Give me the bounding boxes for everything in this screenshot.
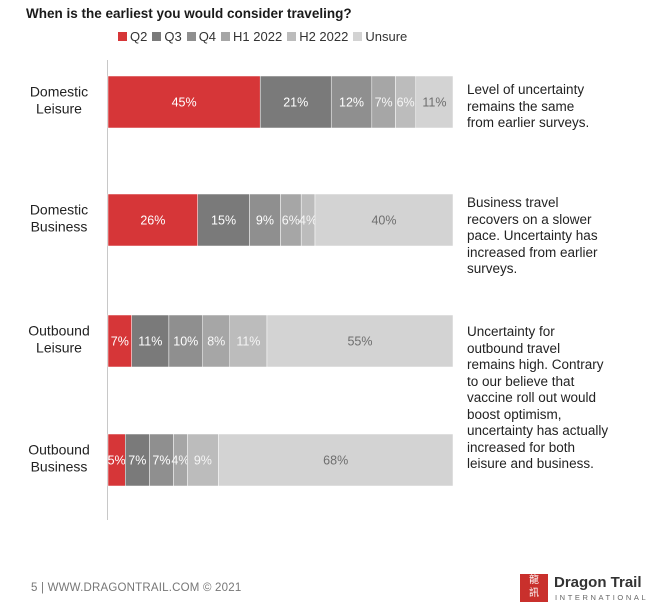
bar-segment: [202, 314, 231, 368]
bar-value-label: 10%: [173, 335, 198, 349]
bar-value-label: 7%: [111, 335, 129, 349]
legend-item-2: Q4: [186, 29, 217, 44]
bar-value-label: 4%: [171, 454, 189, 468]
bar-segment: [107, 193, 198, 247]
legend-label: Q3: [164, 29, 182, 44]
bar-value-label: 11%: [138, 335, 162, 349]
bar-value-label: 5%: [108, 454, 126, 468]
bar-segment: [187, 433, 219, 487]
bar-value-label: 11%: [236, 335, 260, 349]
category-label: Domestic: [30, 202, 88, 218]
bar-segment: [168, 314, 203, 368]
legend-item-4: H2 2022: [287, 29, 348, 44]
bar-segment: [107, 75, 261, 129]
annotation-line: uncertainty has actually: [467, 423, 609, 438]
bar-value-label: 6%: [397, 96, 415, 110]
bar-value-label: 7%: [152, 454, 170, 468]
bar-value-label: 15%: [211, 214, 236, 228]
annotation-line: Business travel: [467, 195, 559, 210]
category-label: Leisure: [36, 340, 82, 356]
bar-segment: [266, 314, 454, 368]
bar-value-label: 55%: [347, 335, 372, 349]
annotation-line: boost optimism,: [467, 406, 562, 422]
dragon-trail-logo: 龍訊 Dragon Trail INTERNATIONAL: [520, 574, 655, 606]
legend-label: Q2: [130, 29, 148, 44]
logo-mark-icon: 龍訊: [520, 574, 548, 602]
legend-item-0: Q2: [118, 29, 147, 44]
legend-swatch: [118, 32, 127, 41]
legend-label: Unsure: [365, 29, 408, 44]
annotation-line: increased for both: [467, 439, 576, 455]
footer-text: 5 | WWW.DRAGONTRAIL.COM © 2021: [31, 582, 242, 594]
bar-value-label: 6%: [282, 214, 300, 228]
legend-swatch: [221, 32, 231, 41]
bar-segment: [197, 193, 250, 247]
annotation-domestic-leisure: Level of uncertainty remains the same from…: [467, 82, 657, 132]
legend-swatch: [186, 32, 196, 41]
legend-label: H2 2022: [299, 29, 349, 44]
annotation-domestic-business: Business travel recovers on a slower pace.…: [467, 195, 657, 278]
category-label: Outbound: [28, 323, 90, 339]
annotation-line: Level of uncertainty: [467, 82, 585, 97]
legend-label: H1 2022: [233, 29, 283, 44]
bar-value-label: 26%: [140, 214, 165, 228]
annotation-line: Uncertainty for: [467, 324, 555, 339]
legend-item-3: H1 2022: [221, 29, 282, 44]
logo-subtitle: INTERNATIONAL: [555, 593, 649, 602]
annotation-line: increased from earlier: [467, 244, 598, 260]
category-label: Business: [31, 219, 88, 235]
legend-item-5: Unsure: [353, 29, 407, 44]
legend-swatch: [287, 32, 297, 41]
logo-name: Dragon Trail: [554, 574, 642, 591]
category-label: Business: [31, 459, 88, 475]
bar-segment: [229, 314, 268, 368]
category-label: Domestic: [30, 84, 88, 100]
annotation-line: remains the same: [467, 98, 575, 114]
annotation-line: recovers on a slower: [467, 211, 592, 227]
logo-mark-glyph: 訊: [529, 588, 539, 599]
annotation-outbound: Uncertainty for outbound travel remains hi…: [467, 324, 657, 473]
bar-segment: [125, 433, 150, 487]
chart-title: When is the earliest you would consider …: [26, 6, 352, 21]
category-label: Leisure: [36, 101, 82, 117]
bar-value-label: 12%: [339, 96, 364, 110]
bar-segment: [259, 75, 332, 129]
bar-value-label: 9%: [194, 454, 212, 468]
annotation-line: to our believe that: [467, 373, 575, 389]
bar-value-label: 45%: [172, 96, 197, 110]
bar-value-label: 9%: [256, 214, 274, 228]
bar-segment: [314, 193, 454, 247]
chart-legend: Q2 Q3 Q4 H1 2022 H2 2022 Unsure: [118, 29, 412, 44]
bar-value-label: 11%: [422, 96, 446, 110]
logo-mark-glyph: 龍: [529, 575, 539, 586]
bar-value-label: 40%: [371, 214, 396, 228]
category-label: Outbound: [28, 442, 90, 458]
annotation-line: pace. Uncertainty has: [467, 228, 598, 243]
bar-value-label: 7%: [375, 96, 393, 110]
annotation-line: remains high. Contrary: [467, 357, 604, 372]
legend-label: Q4: [198, 29, 217, 44]
bar-value-label: 8%: [207, 335, 225, 349]
bar-value-label: 68%: [323, 454, 348, 468]
legend-swatch: [353, 32, 363, 41]
bar-segment: [218, 433, 454, 487]
bar-segment: [415, 75, 454, 129]
legend-item-1: Q3: [152, 29, 182, 44]
bar-value-label: 21%: [283, 96, 308, 110]
legend-swatch: [152, 32, 162, 41]
annotation-line: leisure and business.: [467, 456, 594, 471]
bar-value-label: 7%: [128, 454, 146, 468]
bar-value-label: 4%: [299, 214, 317, 228]
annotation-line: surveys.: [467, 261, 518, 276]
annotation-line: outbound travel: [467, 340, 561, 356]
bar-segment: [131, 314, 170, 368]
annotation-line: from earlier surveys.: [467, 115, 590, 130]
annotation-line: vaccine roll out would: [467, 390, 597, 405]
